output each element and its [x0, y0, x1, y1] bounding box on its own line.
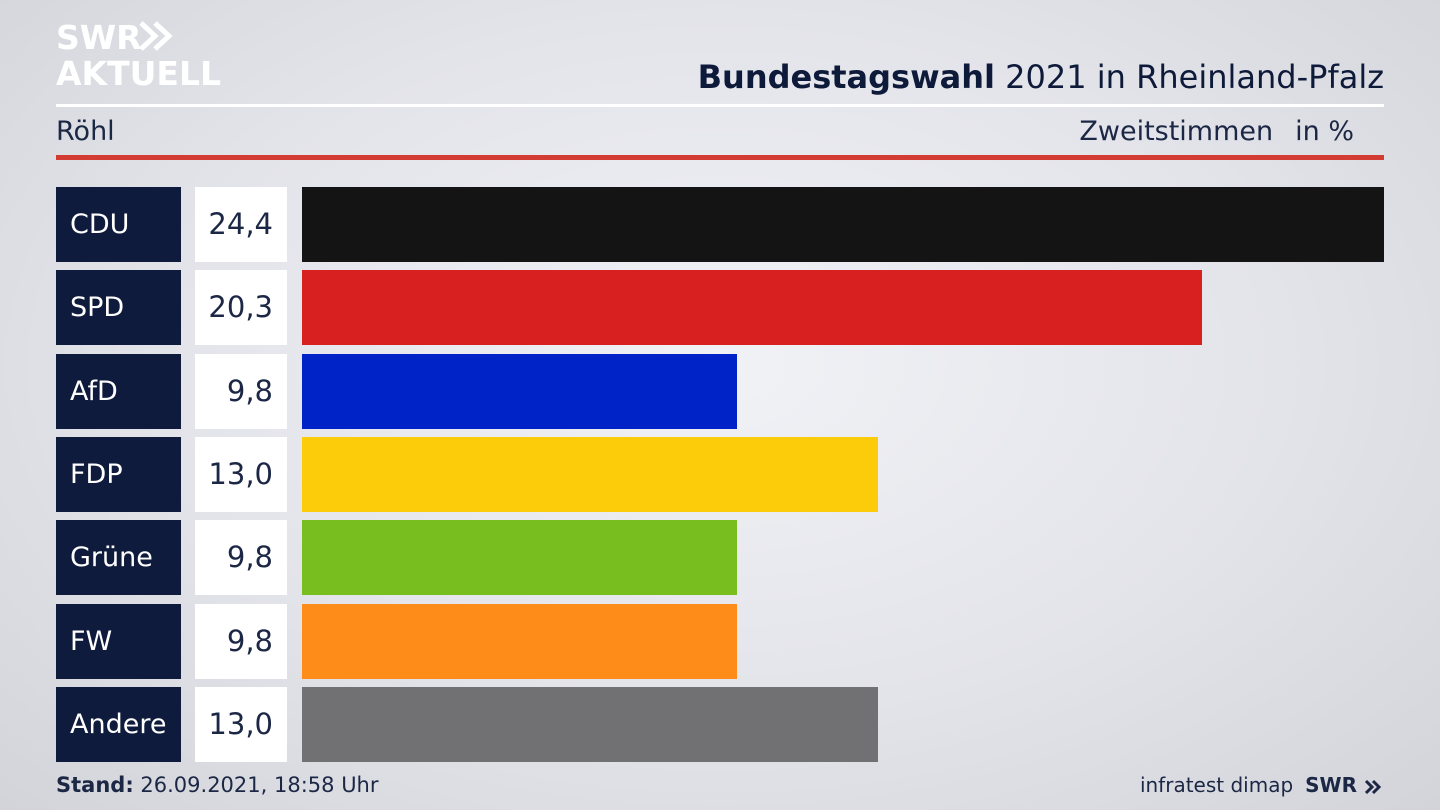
logo-aktuell-text: AKTUELL [56, 54, 221, 90]
logo-swr-text: SWR [56, 18, 142, 57]
footer-brand-text: SWR [1305, 773, 1358, 797]
bar [302, 436, 878, 512]
value-label: 20,3 [195, 270, 287, 346]
swr-aktuell-logo: SWR AKTUELL [56, 18, 221, 90]
footer-brand: SWR [1305, 770, 1384, 800]
chart-title: Bundestagswahl 2021 in Rheinland-Pfalz [698, 56, 1384, 98]
bar-row: AfD 9,8 [56, 353, 1384, 429]
timestamp-value: 26.09.2021, 18:58 Uhr [140, 773, 379, 797]
metric-unit: in % [1295, 116, 1354, 147]
chart-title-rest: 2021 in Rheinland-Pfalz [1005, 58, 1384, 96]
party-label: SPD [56, 270, 181, 346]
header-divider [56, 104, 1384, 107]
footer-chevrons-icon [1364, 779, 1382, 794]
metric-name: Zweitstimmen [1079, 116, 1274, 147]
bar-row: FW 9,8 [56, 603, 1384, 679]
party-label: CDU [56, 187, 181, 262]
party-label: AfD [56, 353, 181, 429]
value-label: 9,8 [195, 520, 287, 596]
bar-row: Andere 13,0 [56, 686, 1384, 762]
bar [302, 686, 878, 762]
bar-row: Grüne 9,8 [56, 520, 1384, 596]
accent-divider [56, 155, 1384, 160]
value-label: 13,0 [195, 436, 287, 512]
constituency-label: Röhl [56, 116, 115, 147]
value-label: 13,0 [195, 686, 287, 762]
party-label: FW [56, 603, 181, 679]
chart-title-strong: Bundestagswahl [697, 58, 995, 96]
bar [302, 270, 1202, 346]
value-label: 9,8 [195, 353, 287, 429]
timestamp: Stand: 26.09.2021, 18:58 Uhr [56, 770, 379, 800]
bar [302, 353, 737, 429]
source-name: infratest dimap [1139, 773, 1294, 797]
bar [302, 187, 1384, 262]
metric-label: Zweitstimmen in % [1079, 114, 1354, 150]
value-label: 9,8 [195, 603, 287, 679]
source-credit: infratest dimap SWR [1140, 770, 1384, 800]
logo-chevrons-icon [139, 21, 173, 51]
bar-row: CDU 24,4 [56, 187, 1384, 262]
bar-row: SPD 20,3 [56, 270, 1384, 346]
bar-row: FDP 13,0 [56, 436, 1384, 512]
party-label: Grüne [56, 520, 181, 596]
value-label: 24,4 [195, 187, 287, 262]
bar [302, 603, 737, 679]
timestamp-label: Stand: [56, 773, 134, 797]
bar [302, 520, 737, 596]
party-label: Andere [56, 686, 181, 762]
party-label: FDP [56, 436, 181, 512]
